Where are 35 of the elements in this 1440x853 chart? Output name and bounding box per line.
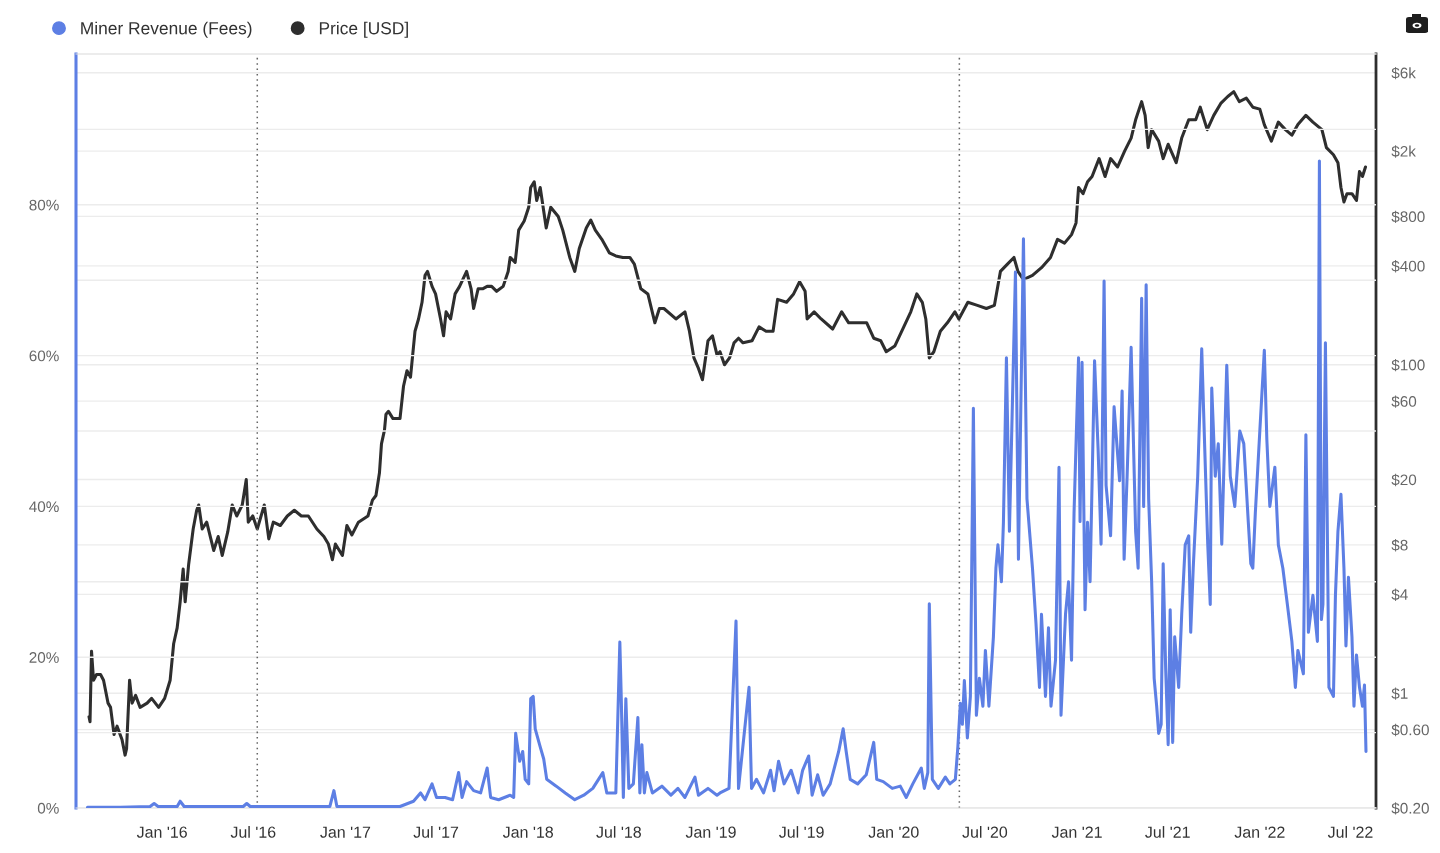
x-tick-label: Jul '19 [779,826,824,838]
x-tick-label: Jul '17 [413,826,459,838]
y2-tick-label: $100 [1391,358,1425,372]
y-tick-label: 80% [29,199,59,211]
y2-tick-label: $60 [1391,395,1417,408]
y2-tick-label: $0.20 [1391,802,1429,815]
y2-tick-label: $0.60 [1391,723,1429,737]
x-tick-label: Jul '16 [230,826,276,838]
x-tick-label: Jul '22 [1327,826,1373,838]
y2-tick-label: $1 [1391,687,1408,700]
y2-tick-label: $20 [1391,473,1417,487]
x-tick-label: Jan '17 [320,826,371,838]
x-tick-label: Jan '18 [502,826,554,838]
y-tick-label: 0% [37,802,59,814]
y-tick-label: 20% [29,652,59,663]
legend-label: Miner Revenue (Fees) [81,21,252,38]
y2-tick-label: $8 [1391,539,1408,552]
y2-tick-label: $400 [1391,260,1425,273]
y2-tick-label: $6k [1391,66,1416,80]
x-tick-label: Jan '20 [868,826,919,838]
x-tick-label: Jul '18 [596,826,641,838]
line-series [87,90,1368,757]
y2-tick-label: $800 [1391,210,1425,224]
x-tick-label: Jan '21 [1051,826,1102,838]
y-tick-label: 40% [29,501,59,513]
x-tick-label: Jul '21 [1145,826,1190,838]
x-tick-label: Jan '22 [1234,826,1285,838]
y2-tick-label: $4 [1391,588,1408,601]
y2-tick-label: $2k [1391,145,1416,158]
x-tick-label: Jul '20 [962,826,1008,838]
y-tick-label: 60% [29,350,59,362]
x-tick-label: Jan '16 [136,826,187,838]
x-tick-label: Jan '19 [685,826,736,838]
line-series [85,159,1368,808]
legend-label: Price [USD] [319,21,408,38]
